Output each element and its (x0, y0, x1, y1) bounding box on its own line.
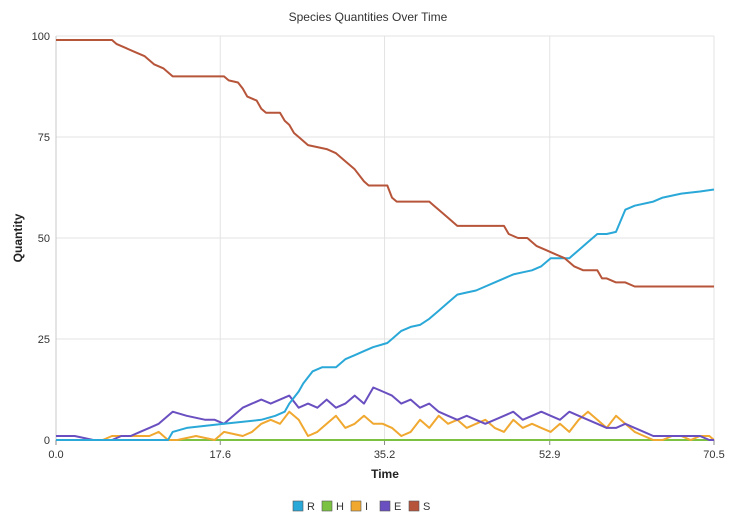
legend-swatch (321, 500, 333, 512)
y-tick-label: 50 (38, 233, 50, 245)
x-tick-label: 70.5 (703, 449, 724, 461)
x-tick-label: 0.0 (48, 449, 63, 461)
legend-label: R (307, 501, 315, 513)
legend-item-e[interactable]: E (379, 500, 401, 513)
axes: 0 25 50 75 100 0.0 17.6 35.2 52.9 70.5 (32, 31, 725, 461)
legend-label: E (394, 501, 401, 513)
series-line-r (56, 188, 715, 441)
x-tick-label: 17.6 (210, 449, 231, 461)
x-axis-title: Time (371, 467, 399, 481)
legend-label: H (336, 501, 344, 513)
series-line-s (56, 39, 714, 288)
legend-swatch (379, 500, 391, 512)
y-tick-label: 25 (38, 334, 50, 346)
legend-item-h[interactable]: H (321, 500, 344, 513)
legend-item-i[interactable]: I (350, 500, 368, 513)
legend-item-s[interactable]: S (408, 500, 430, 513)
x-tick-label: 52.9 (539, 449, 560, 461)
legend-item-r[interactable]: R (292, 500, 315, 513)
legend-swatch (350, 500, 362, 512)
legend-label: I (365, 501, 368, 513)
series-line-i (56, 410, 715, 441)
legend-swatch (408, 500, 420, 512)
x-tick-label: 35.2 (374, 449, 395, 461)
y-axis-title: Quantity (11, 213, 25, 262)
legend-label: S (423, 501, 430, 513)
grid (55, 35, 715, 441)
series-line-e (56, 386, 714, 441)
y-tick-label: 75 (38, 132, 50, 144)
y-tick-label: 0 (44, 435, 50, 447)
chart-title: Species Quantities Over Time (289, 10, 448, 24)
y-tick-label: 100 (32, 31, 50, 43)
legend-swatch (292, 500, 304, 512)
series-lines (56, 39, 715, 441)
